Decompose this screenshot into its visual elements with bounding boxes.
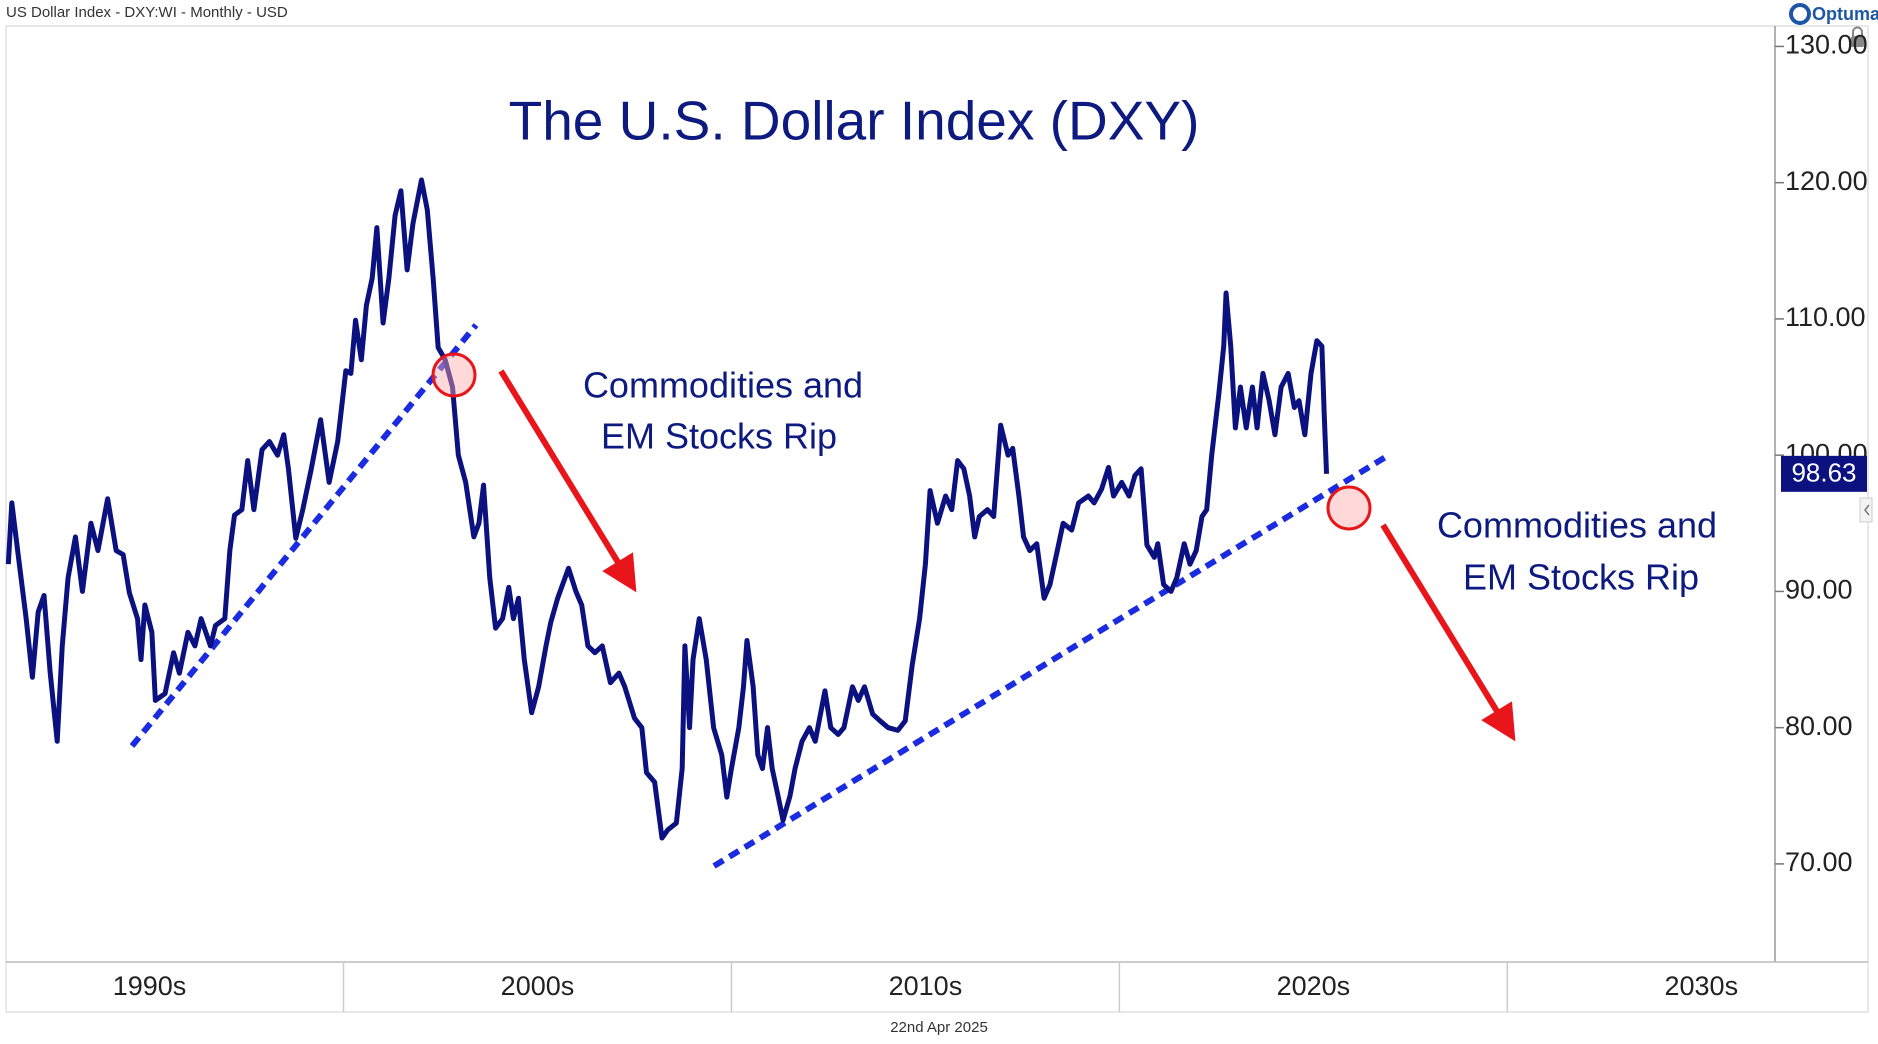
- annotation-line: Commodities and: [583, 365, 863, 406]
- collapse-icon: [1864, 504, 1870, 516]
- y-tick-label: 80.00: [1785, 711, 1853, 741]
- last-value-box: [1781, 455, 1867, 492]
- y-tick-label: 90.00: [1785, 575, 1853, 605]
- lock-icon: [1851, 36, 1864, 47]
- collapse-tab[interactable]: [1859, 497, 1873, 523]
- series-layer: [5, 177, 1330, 841]
- x-tick-label: 1990s: [113, 971, 187, 1001]
- x-tick-label: 2020s: [1277, 971, 1351, 1001]
- date-footer: 22nd Apr 2025: [890, 1019, 988, 1036]
- y-tick-label: 70.00: [1785, 847, 1853, 877]
- x-tick-label: 2000s: [501, 971, 575, 1001]
- header-text: US Dollar Index - DXY:WI - Monthly - USD: [6, 4, 288, 21]
- brand-icon: [1789, 3, 1811, 25]
- brand-logo: Optuma: [1789, 3, 1878, 25]
- last-value-label: 98.63: [1791, 458, 1856, 488]
- lock-icon: [1852, 26, 1863, 36]
- down-arrow: [498, 369, 637, 593]
- chart-title: The U.S. Dollar Index (DXY): [509, 90, 1200, 152]
- trend-line: [129, 323, 479, 748]
- price-line: [5, 177, 1330, 841]
- brand-name: Optuma: [1812, 4, 1878, 24]
- down-arrow: [1380, 523, 1516, 742]
- annotation-line: EM Stocks Rip: [1463, 557, 1699, 598]
- annotation-line: EM Stocks Rip: [601, 416, 837, 457]
- y-tick-label: 130.00: [1785, 30, 1868, 60]
- annotation-line: Commodities and: [1437, 505, 1717, 546]
- break-circle: [431, 352, 477, 398]
- x-tick-label: 2010s: [889, 971, 963, 1001]
- y-tick-label: 120.00: [1785, 166, 1868, 196]
- trend-line: [712, 452, 1391, 869]
- y-tick-label: 110.00: [1785, 302, 1866, 332]
- break-circle: [1326, 485, 1372, 531]
- x-tick-label: 2030s: [1665, 971, 1739, 1001]
